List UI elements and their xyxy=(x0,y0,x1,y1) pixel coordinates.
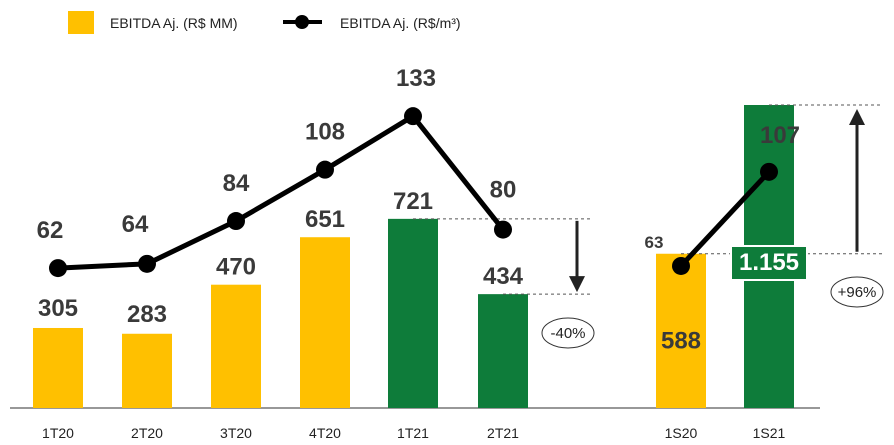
legend-bar-label: EBITDA Aj. (R$ MM) xyxy=(110,15,238,31)
legend-line-label: EBITDA Aj. (R$/m³) xyxy=(340,15,461,31)
line-point-4T20 xyxy=(316,160,334,179)
pct-label-2: +96% xyxy=(838,284,877,301)
line-point-1T20 xyxy=(49,259,67,278)
bar-2T20 xyxy=(122,333,172,408)
bar-value-1S20: 588 xyxy=(661,328,701,355)
pct-label-1: -40% xyxy=(550,325,585,342)
line-value-2T21: 80 xyxy=(490,177,517,204)
line-segment-1 xyxy=(57,113,505,271)
bar-value-2T20: 283 xyxy=(127,301,167,328)
line-point-2T21 xyxy=(494,220,512,239)
line-value-1S20: 63 xyxy=(645,233,664,252)
guide-lines-group xyxy=(413,104,882,295)
line-value-1S21: 107 xyxy=(760,122,800,149)
legend-bar-swatch xyxy=(68,11,94,34)
line-point-1T21 xyxy=(404,107,422,126)
annotations-group: -40% +96% xyxy=(541,109,884,349)
bar-value-1S21: 1.155 xyxy=(739,249,799,276)
legend-line-marker xyxy=(295,15,309,29)
bar-3T20 xyxy=(211,284,261,408)
legend: EBITDA Aj. (R$ MM) EBITDA Aj. (R$/m³) xyxy=(68,11,461,34)
x-tick-1S21: 1S21 xyxy=(753,425,786,441)
bar-value-1T20: 305 xyxy=(38,295,78,322)
line-point-3T20 xyxy=(227,212,245,231)
line-segment-2 xyxy=(679,170,771,268)
bar-value-2T21: 434 xyxy=(483,263,524,290)
line-point-1S21 xyxy=(760,162,778,181)
line-value-1T20: 62 xyxy=(37,217,64,244)
bar-2T21 xyxy=(478,294,528,408)
line-point-1S20 xyxy=(672,256,690,275)
bar-value-3T20: 470 xyxy=(216,254,256,281)
x-tick-1T21: 1T21 xyxy=(397,425,429,441)
line-point-2T20 xyxy=(138,254,156,273)
bar-value-box-1S21 xyxy=(730,245,808,281)
pct-badge-1 xyxy=(541,317,595,349)
bar-1T20 xyxy=(33,327,83,408)
labels-group: 305 283 470 651 721 434 588 1.155 62 64 84 108 133 80… xyxy=(37,65,808,355)
line-series-group xyxy=(49,107,778,278)
line-value-1T21: 133 xyxy=(396,65,436,92)
line-value-3T20: 84 xyxy=(223,170,250,197)
ticks-group: 1T20 2T20 3T20 4T20 1T21 2T21 1S20 1S21 xyxy=(42,425,786,441)
bar-4T20 xyxy=(300,237,350,408)
x-tick-4T20: 4T20 xyxy=(309,425,341,441)
line-value-4T20: 108 xyxy=(305,119,345,146)
x-tick-1T20: 1T20 xyxy=(42,425,74,441)
arrow-up-head xyxy=(849,109,865,125)
x-tick-3T20: 3T20 xyxy=(220,425,252,441)
x-tick-2T20: 2T20 xyxy=(131,425,163,441)
bar-value-4T20: 651 xyxy=(305,206,345,233)
x-tick-2T21: 2T21 xyxy=(487,425,519,441)
bar-value-1T21: 721 xyxy=(393,188,433,215)
pct-badge-2 xyxy=(830,276,884,308)
line-value-2T20: 64 xyxy=(122,211,149,238)
bar-1T21 xyxy=(388,218,438,408)
x-tick-1S20: 1S20 xyxy=(665,425,698,441)
bar-1S20 xyxy=(656,253,706,408)
arrow-down-head xyxy=(569,276,585,293)
